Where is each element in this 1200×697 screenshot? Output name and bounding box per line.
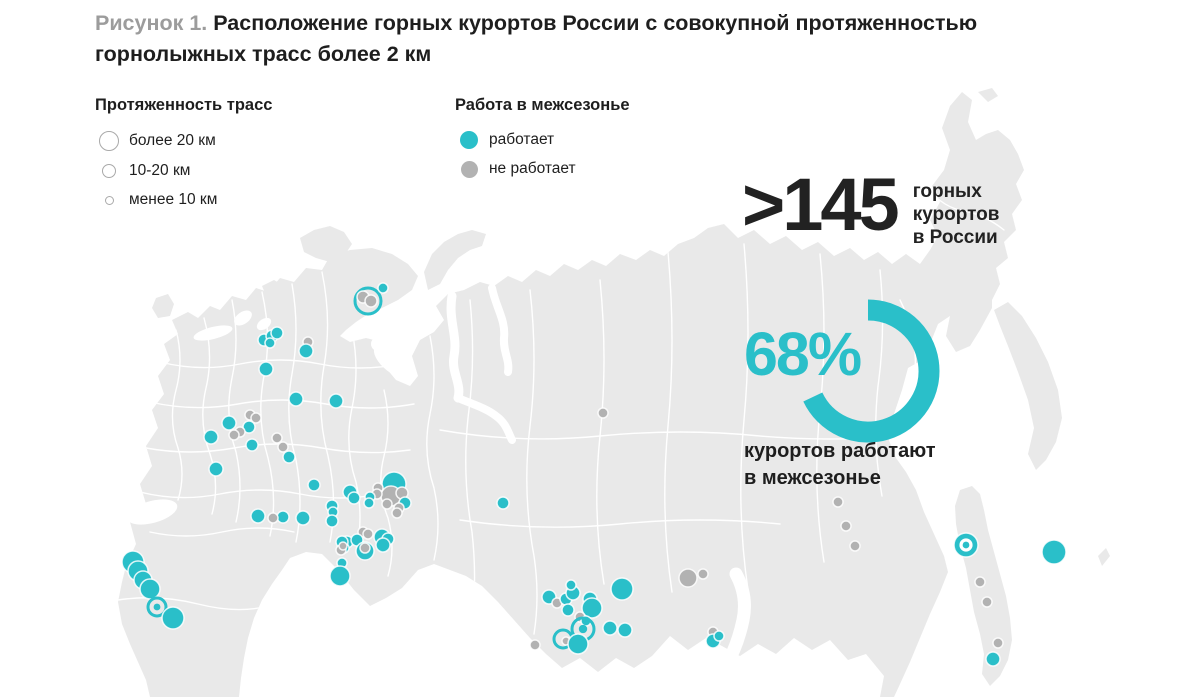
legend-trail-length-title: Протяженность трасс bbox=[95, 96, 273, 114]
novaya-zemlya bbox=[424, 230, 486, 290]
figure-title: Рисунок 1. Расположение горных курортов … bbox=[95, 8, 1085, 69]
working-dot-icon bbox=[460, 131, 478, 149]
figure-title-text: Расположение горных курортов России с со… bbox=[95, 11, 978, 66]
gulf-of-finland bbox=[193, 325, 233, 341]
size-circle-medium-icon bbox=[102, 164, 116, 178]
legend-item-under-10km: менее 10 км bbox=[95, 191, 272, 209]
resorts-count-value: >145 bbox=[742, 163, 900, 246]
kuril-island bbox=[1098, 548, 1110, 566]
azov-sea bbox=[126, 499, 178, 525]
kaliningrad bbox=[152, 294, 174, 318]
resorts-count-caption: горных курортов в России bbox=[912, 181, 1000, 249]
figure-label: Рисунок 1. bbox=[95, 11, 208, 35]
white-sea bbox=[373, 344, 415, 380]
legend-item-10-20km: 10-20 км bbox=[95, 162, 272, 180]
lake-ladoga bbox=[234, 310, 252, 326]
not-working-dot-icon bbox=[460, 160, 478, 178]
lake-baikal bbox=[720, 567, 751, 671]
wrangel-island bbox=[978, 88, 998, 102]
donut-caption: курортов работают в межсезонье bbox=[744, 440, 936, 489]
size-circle-small-icon bbox=[104, 195, 114, 205]
scandinavia bbox=[300, 226, 352, 262]
legend-offseason-title: Работа в межсезонье bbox=[455, 96, 630, 114]
donut-percent-label: 68% bbox=[744, 320, 862, 388]
seas-and-lakes bbox=[126, 284, 751, 671]
lake-onega bbox=[256, 317, 272, 331]
legend-item-working: работает bbox=[455, 131, 630, 149]
legend-item-not-working: не работает bbox=[455, 160, 630, 178]
resort-dots bbox=[121, 282, 1067, 667]
donut-chart bbox=[803, 299, 940, 443]
kamchatka-peninsula bbox=[994, 302, 1062, 470]
legend-item-over-20km: более 20 км bbox=[95, 131, 272, 151]
size-circle-large-icon bbox=[99, 131, 119, 151]
legend-offseason: Работа в межсезонье работает не работает bbox=[455, 96, 630, 189]
ob-gulf bbox=[446, 291, 464, 403]
legend-trail-length: Протяженность трасс более 20 км 10-20 км… bbox=[95, 96, 272, 220]
resorts-count-stat: >145 горных курортов в России bbox=[742, 168, 999, 250]
